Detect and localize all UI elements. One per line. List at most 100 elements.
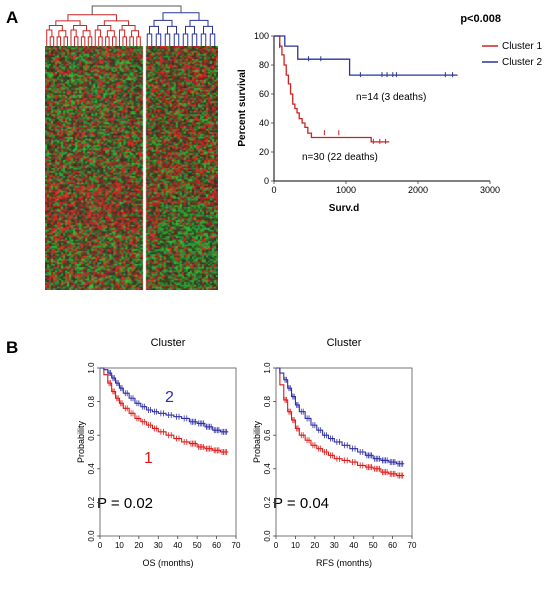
y-tick-label: 1.0 [263, 362, 272, 374]
dendrogram-branch [97, 24, 112, 31]
survival-chart-rfs: Cluster P = 0.04 RFS (months) Probabilit… [252, 337, 417, 568]
dendrogram-branch [82, 30, 91, 37]
legend: Cluster 1 Cluster 2 [482, 41, 542, 68]
plot-frame [275, 367, 413, 537]
y-tick-label: 0.8 [263, 395, 272, 407]
x-tick-label: 50 [369, 541, 378, 550]
x-axis-label-rfs: RFS (months) [316, 558, 372, 568]
y-axis-label-rfs: Probability [252, 420, 262, 463]
chart-title-os: Cluster [151, 337, 186, 349]
x-tick-label: 0 [271, 185, 276, 195]
dendrogram-branch [200, 33, 207, 46]
x-tick-label: 60 [212, 541, 221, 550]
dendrogram-branch [58, 30, 67, 37]
y-tick-label: 0.2 [87, 496, 96, 508]
x-tick-label: 2000 [408, 185, 428, 195]
y-tick-label: 0.6 [263, 429, 272, 441]
x-axis-label-os: OS (months) [142, 558, 193, 568]
dendrogram-branch [118, 29, 126, 46]
dendrogram-branch [67, 14, 117, 21]
legend-label-cluster1: Cluster 1 [502, 41, 542, 52]
y-tick-label: 80 [259, 60, 269, 70]
dendrogram-branch [98, 36, 103, 46]
axes: 0 1000 2000 3000 0 20 40 60 80 100 [254, 31, 500, 195]
x-tick-label: 0 [274, 541, 279, 550]
expression-heatmap [45, 46, 218, 290]
x-tick-label: 10 [115, 541, 124, 550]
y-tick-label: 40 [259, 118, 269, 128]
dendrogram-branch [209, 33, 216, 46]
x-tick-label: 60 [388, 541, 397, 550]
p-value-os: P = 0.02 [97, 495, 153, 512]
dendrogram-branch [80, 36, 86, 46]
chart-title-rfs: Cluster [327, 337, 362, 349]
dendrogram-branch [94, 29, 101, 46]
dendrogram-branch [131, 30, 140, 37]
x-tick-label: 50 [193, 541, 202, 550]
dendrogram-branch [56, 36, 62, 46]
x-tick-label: 70 [232, 541, 241, 550]
dendrogram-branch [167, 25, 177, 34]
dendrogram-branch [182, 33, 189, 46]
panel-label-a: A [6, 8, 19, 27]
series-label-1: 1 [144, 450, 153, 467]
p-value-label: p<0.008 [460, 13, 501, 25]
plot-frame [99, 367, 237, 537]
dendrogram-branch [136, 36, 141, 46]
dendrogram-branch [105, 36, 110, 46]
dendrogram-branch [146, 33, 153, 46]
dendrogram-branch [106, 30, 115, 37]
dendrogram [46, 5, 216, 46]
y-tick-label: 0.0 [263, 530, 272, 542]
dendrogram-branch [153, 19, 173, 27]
survival-chart-a: p<0.008 Cluster 1 Cluster 2 n=14 (3 deat… [237, 13, 542, 214]
dendrogram-branch [122, 36, 127, 46]
dendrogram-branch [46, 29, 53, 46]
y-tick-label: 0.0 [87, 530, 96, 542]
y-tick-label: 0.4 [263, 463, 272, 475]
dendrogram-branch [162, 12, 200, 21]
dendrogram-branch [103, 20, 130, 26]
dendrogram-branch [73, 24, 88, 31]
dendrogram-branch [164, 33, 171, 46]
survival-chart-os: Cluster 1 2 P = 0.02 OS (months) Probabi… [76, 337, 241, 568]
x-tick-label: 30 [330, 541, 339, 550]
x-tick-label: 10 [291, 541, 300, 550]
x-axis-label: Surv.d [329, 203, 359, 214]
series-line-2 [274, 35, 458, 76]
series-line-1 [274, 35, 390, 143]
y-tick-label: 0.6 [87, 429, 96, 441]
x-tick-label: 0 [98, 541, 103, 550]
dendrogram-branch [48, 24, 63, 31]
legend-label-cluster2: Cluster 2 [502, 57, 542, 68]
y-tick-label: 60 [259, 89, 269, 99]
panel-label-b: B [6, 338, 19, 357]
x-tick-label: 30 [154, 541, 163, 550]
x-tick-label: 40 [173, 541, 182, 550]
dendrogram-branch [70, 29, 77, 46]
y-tick-label: 0 [264, 176, 269, 186]
y-axis-label: Percent survival [237, 69, 248, 146]
x-tick-label: 40 [349, 541, 358, 550]
dendrogram-branch [121, 24, 136, 31]
y-axis-label-os: Probability [76, 420, 86, 463]
y-tick-label: 0.2 [263, 496, 272, 508]
p-value-rfs: P = 0.04 [273, 495, 329, 512]
cluster1-annotation: n=30 (22 deaths) [302, 152, 378, 163]
dendrogram-branch [49, 36, 55, 46]
cluster2-annotation: n=14 (3 deaths) [356, 92, 426, 103]
y-tick-label: 20 [259, 147, 269, 157]
dendrogram-branch [185, 25, 195, 34]
series-line-2 [276, 367, 405, 465]
dendrogram-root [91, 5, 182, 15]
x-tick-label: 3000 [480, 185, 500, 195]
dendrogram-branch [63, 36, 69, 46]
series-line-1 [100, 367, 229, 453]
dendrogram-branch [191, 33, 198, 46]
y-tick-label: 0.8 [87, 395, 96, 407]
x-tick-label: 70 [408, 541, 417, 550]
dendrogram-branch [112, 36, 117, 46]
dendrogram-branch [149, 25, 159, 34]
y-tick-label: 1.0 [87, 362, 96, 374]
dendrogram-branch [129, 36, 134, 46]
